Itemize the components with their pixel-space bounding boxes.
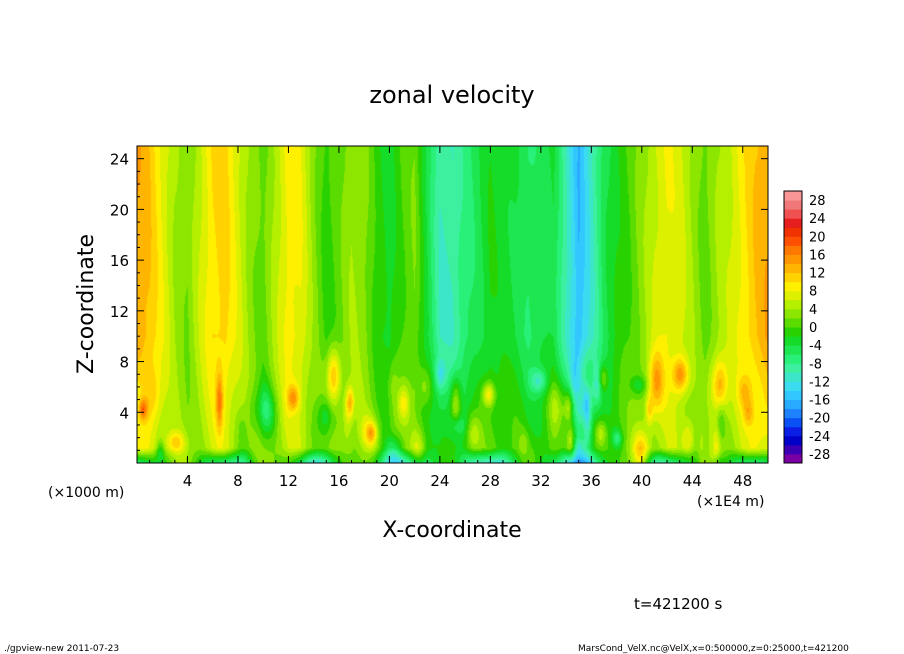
y-tick-label: 24 xyxy=(110,151,129,169)
x-tick-label: 44 xyxy=(683,472,702,490)
colorbar-swatch xyxy=(784,408,802,419)
x-tick-label: 16 xyxy=(329,472,348,490)
colorbar-swatch xyxy=(784,453,802,464)
colorbar-swatch xyxy=(784,435,802,446)
colorbar-label: -16 xyxy=(809,394,830,409)
colorbar-swatch xyxy=(784,209,802,219)
colorbar-swatch xyxy=(784,354,802,364)
colorbar-swatch xyxy=(784,317,802,328)
colorbar-swatch xyxy=(784,426,802,437)
x-unit-left: (×1000 m) xyxy=(48,485,124,501)
x-tick-label: 12 xyxy=(279,472,298,490)
x-tick-label: 8 xyxy=(233,472,243,490)
x-tick-label: 36 xyxy=(582,472,601,490)
colorbar-frame xyxy=(783,190,803,464)
colorbar-label: -20 xyxy=(809,412,830,427)
colorbar-label: 20 xyxy=(809,230,826,245)
x-tick-label: 28 xyxy=(481,472,500,490)
x-axis-label: X-coordinate xyxy=(382,518,521,543)
time-annotation: t=421200 s xyxy=(634,595,722,613)
x-tick-label: 48 xyxy=(733,472,752,490)
y-tick-label: 4 xyxy=(119,404,129,422)
colorbar-swatch xyxy=(784,417,802,428)
colorbar-swatch xyxy=(784,263,802,274)
colorbar-label: 28 xyxy=(809,194,826,209)
colorbar-swatch xyxy=(784,372,802,382)
y-tick-label: 20 xyxy=(110,201,129,219)
colorbar-label: -12 xyxy=(809,375,830,390)
colorbar-swatch xyxy=(784,236,802,246)
y-tick-label: 16 xyxy=(110,252,129,270)
x-tick-label: 40 xyxy=(632,472,651,490)
colorbar-label: 0 xyxy=(809,321,817,336)
colorbar-swatch xyxy=(784,308,802,319)
colorbar-swatch xyxy=(784,363,802,373)
colorbar-swatch xyxy=(784,381,802,391)
colorbar-swatch xyxy=(784,327,802,337)
colorbar: 28 24 20 16 12 8 4 0 -4 -8 -12 -16 -20 -24 -28 xyxy=(783,190,830,464)
x-axis: 4 8 12 16 20 24 28 32 36 40 44 48 xyxy=(149,146,756,490)
x-tick-label: 32 xyxy=(531,472,550,490)
colorbar-swatch xyxy=(784,390,802,401)
x-unit-right: (×1E4 m) xyxy=(697,494,764,510)
colorbar-swatch xyxy=(784,254,802,265)
colorbar-label: -4 xyxy=(809,339,822,354)
footer-left: ./gpview-new 2011-07-23 xyxy=(4,644,119,654)
colorbar-swatch xyxy=(784,336,802,346)
y-tick-label: 8 xyxy=(119,354,129,372)
colorbar-label: 16 xyxy=(809,248,826,263)
x-tick-label: 4 xyxy=(183,472,193,490)
y-axis: 4 8 12 16 20 24 xyxy=(110,151,768,451)
colorbar-label: -8 xyxy=(809,357,822,372)
colorbar-swatch xyxy=(784,399,802,410)
colorbar-swatch xyxy=(784,227,802,237)
y-axis-label: Z-coordinate xyxy=(74,234,99,374)
colorbar-label: 4 xyxy=(809,303,817,318)
colorbar-label: 24 xyxy=(809,212,826,227)
colorbar-swatch xyxy=(784,345,802,355)
colorbar-label: 12 xyxy=(809,267,826,282)
colorbar-swatch xyxy=(784,290,802,301)
x-tick-label: 20 xyxy=(380,472,399,490)
chart-title: zonal velocity xyxy=(369,81,534,109)
colorbar-swatch xyxy=(784,191,802,201)
colorbar-label: -28 xyxy=(809,448,830,463)
colorbar-swatch xyxy=(784,299,802,310)
colorbar-label: -24 xyxy=(809,430,830,445)
colorbar-swatch xyxy=(784,200,802,210)
y-tick-label: 12 xyxy=(110,303,129,321)
colorbar-swatch xyxy=(784,245,802,255)
heatmap-field xyxy=(137,146,768,463)
colorbar-swatch xyxy=(784,272,802,283)
plot-area xyxy=(136,145,769,464)
footer-right: MarsCond_VelX.nc@VelX,x=0:500000,z=0:250… xyxy=(578,644,849,654)
colorbar-swatch xyxy=(784,218,802,228)
x-tick-label: 24 xyxy=(430,472,449,490)
colorbar-label: 8 xyxy=(809,285,817,300)
colorbar-swatch xyxy=(784,281,802,292)
colorbar-swatch xyxy=(784,444,802,455)
